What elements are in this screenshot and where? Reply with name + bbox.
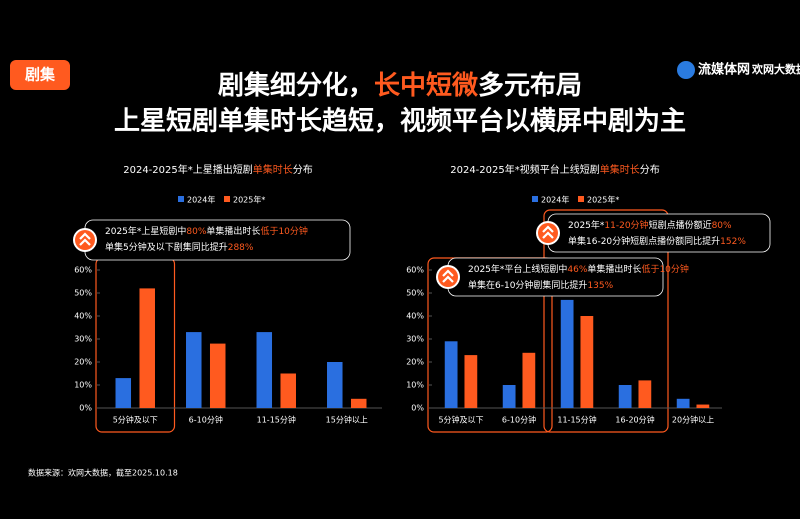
title-line1: 剧集细分化，长中短微多元布局 [218,70,582,101]
legend-label: 2024年 [541,195,569,205]
text-segment: 单集时长 [600,163,640,176]
bar [256,332,273,408]
chart-title: 2024-2025年*视频平台上线短剧单集时长分布 [450,163,660,176]
bar [209,343,226,408]
x-tick-label: 20分钟以上 [672,415,714,425]
bar [502,385,516,408]
y-tick-label: 50% [406,289,424,298]
y-tick-label: 0% [411,404,424,413]
bar [522,352,536,408]
bar [444,341,458,408]
x-tick-label: 6-10分钟 [502,415,536,425]
bar [327,362,343,408]
y-tick-label: 50% [74,289,92,298]
legend-swatch [578,196,584,202]
annotation-text: 单集在6-10分钟剧集同比提升135% [468,279,614,291]
text-segment: 288% [228,243,254,253]
x-tick-label: 16-20分钟 [615,415,654,425]
legend-label: 2024年 [187,195,215,205]
bar [115,378,132,408]
y-tick-label: 30% [74,335,92,344]
text-segment: 低于10分钟 [260,225,307,237]
text-segment: 低于10分钟 [641,263,688,275]
x-tick-label: 15分钟以上 [326,415,368,425]
text-segment: 152% [720,237,746,247]
text-segment: 2024-2025年*上星播出短剧 [123,163,253,176]
text-segment: 短剧点播份额近 [649,219,712,231]
tag-badge [10,60,70,90]
legend-label: 2025年* [587,195,619,205]
legend-swatch [532,196,538,202]
text-segment: 2024-2025年*视频平台上线短剧 [450,163,600,176]
bar [580,316,594,408]
source: 数据来源：欢网大数据，截至2025.10.18 [28,468,178,478]
chart-title: 2024-2025年*上星播出短剧单集时长分布 [123,163,313,176]
annotation-icon [442,269,454,283]
text-segment: 135% [587,281,613,291]
text-segment: 分布 [640,164,660,176]
legend-swatch [178,196,184,202]
x-tick-label: 11-15分钟 [257,415,296,425]
text-segment: 2025年* [568,219,605,231]
annotation-text: 2025年*平台上线短剧中46%单集播出时长低于10分钟 [468,263,689,275]
annotation-text: 2025年*11-20分钟短剧点播份额近80% [568,219,732,231]
y-tick-label: 40% [406,312,424,321]
text-segment: 80% [186,227,206,237]
bar [618,385,632,408]
title-line2: 上星短剧单集时长趋短，视频平台以横屏中剧为主 [114,106,686,137]
bar [139,288,155,408]
bar [560,299,574,408]
x-tick-label: 6-10分钟 [189,415,223,425]
bar [676,398,690,408]
y-tick-label: 20% [406,358,424,367]
bar [350,398,367,408]
y-tick-label: 60% [406,266,424,275]
annotation-text: 单集5分钟及以下剧集同比提升288% [105,241,254,253]
x-tick-label: 5分钟及以下 [438,415,483,425]
logo-icon [677,61,695,79]
highlight-box [543,209,669,433]
y-tick-label: 30% [406,335,424,344]
text-segment: 80% [712,221,732,231]
bar [280,373,296,408]
logo-text: 欢网大数据 [751,62,800,76]
text-segment: 单集在6-10分钟剧集同比提升 [468,279,587,291]
legend-swatch [224,196,230,202]
text-segment: 11-20分钟 [604,219,648,231]
text-segment: 单集播出时长 [587,263,641,275]
text-segment: 单集播出时长 [206,225,260,237]
text-segment: 单集16-20分钟短剧点播份额同比提升 [568,235,720,247]
logo-text: 流媒体网 [698,62,750,78]
y-tick-label: 60% [74,266,92,275]
annotation-text: 2025年*上星短剧中80%单集播出时长低于10分钟 [105,225,308,237]
annotation-icon [79,232,91,246]
text-segment: 剧集细分化， [218,70,374,101]
y-tick-label: 20% [74,358,92,367]
text-segment: 2025年*上星短剧中 [105,225,186,237]
text-segment: 分布 [293,164,313,176]
text-segment: 长中短微 [374,70,478,101]
y-tick-label: 10% [74,381,92,390]
text-segment: 46% [567,265,587,275]
y-tick-label: 0% [79,404,92,413]
annotation-text: 单集16-20分钟短剧点播份额同比提升152% [568,235,746,247]
y-tick-label: 40% [74,312,92,321]
x-tick-label: 11-15分钟 [557,415,596,425]
bar [638,380,652,408]
legend-label: 2025年* [233,195,265,205]
bar [186,332,202,408]
text-segment: 单集5分钟及以下剧集同比提升 [105,241,228,253]
bar [696,404,710,408]
text-segment: 单集时长 [253,163,293,176]
text-segment: 2025年*平台上线短剧中 [468,263,567,275]
annotation-icon [542,225,554,239]
bar [464,355,478,408]
x-tick-label: 5分钟及以下 [113,415,158,425]
tag: 剧集 [25,66,56,84]
text-segment: 多元布局 [478,71,582,101]
y-tick-label: 10% [406,381,424,390]
